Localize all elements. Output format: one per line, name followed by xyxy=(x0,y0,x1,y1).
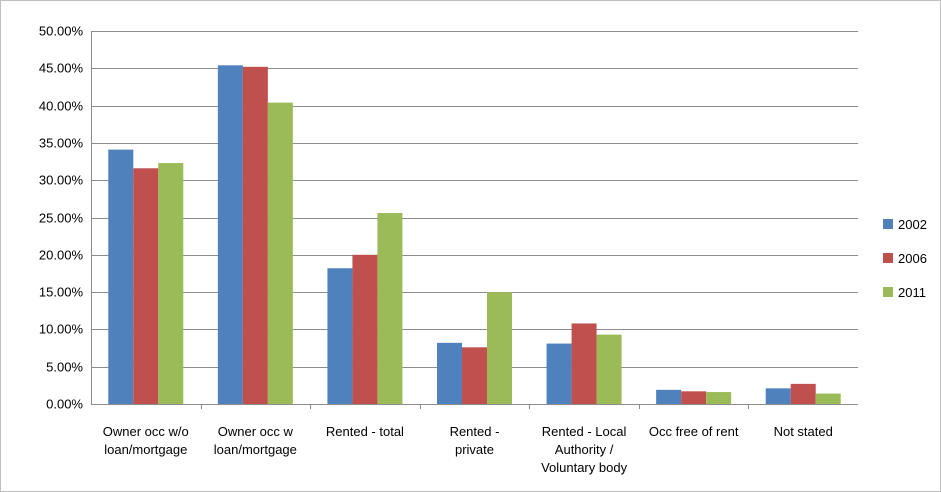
bar-2011 xyxy=(487,292,512,404)
x-tick-label: Rented -private xyxy=(450,424,500,457)
legend-swatch-2006 xyxy=(883,253,893,263)
x-tick-label: Not stated xyxy=(774,424,833,439)
legend: 2002 2006 2011 xyxy=(883,217,927,300)
gridlines xyxy=(91,31,858,368)
x-tick-label: Rented - Local Authority / Voluntary body xyxy=(541,424,628,475)
legend-label-2006: 2006 xyxy=(898,251,927,266)
bar-2002 xyxy=(765,388,791,404)
y-tick-label: 45.00% xyxy=(39,61,84,76)
y-tick-label: 50.00% xyxy=(39,24,84,39)
y-tick-label: 15.00% xyxy=(39,285,84,300)
y-tick-label: 10.00% xyxy=(39,322,84,337)
y-axis-tick-labels: 0.00% 5.00% 10.00% 15.00% 20.00% 25.00% 30.00%… xyxy=(39,24,84,412)
bar-2006 xyxy=(462,347,487,404)
bar-2002 xyxy=(108,149,134,404)
y-tick-label: 40.00% xyxy=(39,99,84,114)
y-tick-label: 25.00% xyxy=(39,211,84,226)
bar-2011 xyxy=(596,334,622,404)
bar-2002 xyxy=(546,343,572,404)
bar-2006 xyxy=(352,254,378,404)
bar-2011 xyxy=(267,102,293,404)
x-axis-tick-labels: Owner occ w/o loan/mortgage Owner occ w loa… xyxy=(103,424,833,475)
bar-2006 xyxy=(133,168,159,404)
legend-swatch-2002 xyxy=(883,219,893,229)
bar-2011 xyxy=(377,213,403,404)
legend-label-2011: 2011 xyxy=(898,285,926,300)
bars xyxy=(108,65,841,405)
x-tick-label: Owner occ w/o loan/mortgage xyxy=(103,424,189,457)
x-tick-label: Owner occ w loan/mortgage xyxy=(214,424,297,457)
x-tick-label: Rented - total xyxy=(326,424,404,439)
axes xyxy=(91,31,858,409)
y-tick-label: 5.00% xyxy=(46,360,83,375)
bar-2002 xyxy=(656,389,682,404)
bar-2006 xyxy=(681,391,707,404)
y-tick-label: 30.00% xyxy=(39,173,84,188)
bar-2006 xyxy=(790,383,816,404)
y-tick-label: 35.00% xyxy=(39,136,84,151)
bar-2002 xyxy=(217,65,243,404)
bar-2006 xyxy=(242,66,268,405)
bar-2011 xyxy=(706,392,732,404)
y-tick-label: 0.00% xyxy=(46,397,83,412)
bar-2006 xyxy=(571,323,597,404)
bar-2011 xyxy=(158,163,184,404)
legend-swatch-2011 xyxy=(883,287,893,297)
x-tick-label: Occ free of rent xyxy=(649,424,739,439)
y-tick-label: 20.00% xyxy=(39,248,84,263)
bar-2002 xyxy=(437,342,462,404)
bar-2002 xyxy=(327,268,353,404)
bar-2011 xyxy=(815,393,841,404)
legend-label-2002: 2002 xyxy=(898,217,927,232)
